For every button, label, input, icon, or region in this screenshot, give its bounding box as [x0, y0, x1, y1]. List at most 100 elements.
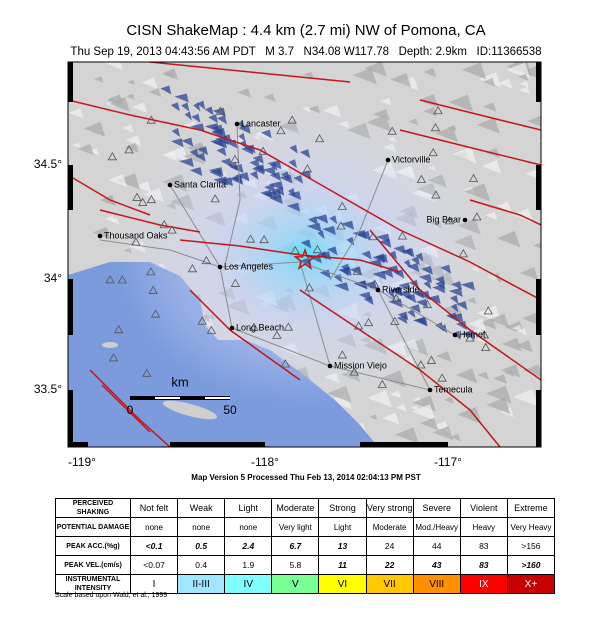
city-dot — [229, 325, 235, 331]
island — [162, 400, 218, 420]
terrain-relief — [455, 368, 478, 384]
terrain-relief — [527, 115, 541, 127]
station — [397, 231, 408, 240]
title: CISN ShakeMap : 4.4 km (2.7 mi) NW of Po… — [126, 22, 485, 39]
table-cell: none — [224, 517, 273, 537]
terrain-relief — [467, 318, 487, 331]
terrain-relief — [457, 406, 482, 424]
shaking-relief — [269, 172, 281, 182]
fault — [179, 239, 401, 273]
subtitle: Thu Sep 19, 2013 04:43:56 AM PDT M 3.7 N… — [70, 46, 541, 58]
terrain-relief — [390, 390, 402, 399]
station — [272, 330, 282, 339]
shaking-relief — [174, 93, 189, 103]
city-dot — [327, 363, 333, 369]
island — [102, 342, 118, 348]
terrain-relief — [125, 93, 135, 100]
shaking-relief — [252, 165, 265, 175]
terrain-relief — [395, 427, 419, 444]
table-cell: Light — [224, 498, 273, 518]
city-dot — [375, 287, 381, 293]
shaking-relief — [178, 158, 194, 168]
table-cell: Severe — [412, 498, 461, 518]
terrain-relief — [432, 425, 454, 441]
shaking-relief — [448, 287, 463, 297]
station — [201, 255, 212, 265]
station — [314, 133, 325, 143]
shaking-relief — [216, 115, 227, 125]
intensity-scale-table: PERCEIVED SHAKING Not felt Weak Light Modera… — [55, 498, 556, 594]
terrain-relief — [461, 62, 487, 80]
terrain-relief — [418, 93, 439, 108]
station — [483, 306, 493, 315]
station — [428, 147, 438, 157]
shaking-relief — [181, 102, 190, 112]
shaking-relief — [414, 316, 427, 326]
table-cell: >160 — [506, 555, 556, 575]
table-cell: II-III — [177, 574, 226, 594]
shaking-relief — [416, 298, 429, 308]
road — [99, 239, 456, 336]
table-cell: Very strong — [365, 498, 414, 518]
table-cell: 22 — [365, 555, 414, 575]
station — [137, 197, 148, 206]
frame-tick — [536, 390, 541, 447]
terrain-relief — [303, 71, 314, 79]
shaking-relief — [249, 159, 261, 169]
table-cell: Extreme — [506, 498, 556, 518]
station — [387, 126, 397, 135]
station — [146, 267, 156, 276]
shaking-relief — [358, 280, 368, 290]
station — [167, 225, 177, 234]
shaking-relief — [171, 128, 181, 138]
station — [390, 316, 400, 325]
table-cell: 1.9 — [224, 555, 273, 575]
terrain-relief — [382, 412, 400, 425]
city-dot — [462, 217, 468, 223]
terrain-relief — [124, 142, 139, 153]
shaking-relief — [189, 167, 203, 177]
table-cell: Mod./Heavy — [412, 517, 461, 537]
terrain-relief — [501, 364, 521, 378]
shaking-relief — [363, 296, 374, 306]
terrain-relief — [539, 145, 541, 148]
shaking-relief — [220, 158, 233, 168]
station — [363, 317, 374, 327]
terrain-relief — [519, 267, 539, 281]
table-cell: 13 — [318, 536, 367, 556]
city-dot — [385, 157, 391, 163]
table-cell: Very light — [271, 517, 320, 537]
shaking-relief — [218, 177, 234, 187]
city-label: Hemet — [459, 329, 486, 339]
shaking-relief — [208, 114, 219, 124]
shaking-relief — [181, 137, 194, 147]
terrain-relief — [501, 337, 522, 352]
station — [197, 316, 207, 325]
map-border — [67, 61, 542, 448]
shaking-relief — [418, 273, 433, 283]
processed-note: Map Version 5 Processed Thu Feb 13, 2014… — [191, 473, 421, 482]
frame-tick — [68, 390, 73, 447]
terrain-relief — [263, 93, 276, 102]
epicenter — [293, 247, 317, 270]
table-cell: none — [129, 517, 179, 537]
row-label: PEAK VEL.(cm/s) — [55, 555, 131, 575]
table-cell: 5.8 — [271, 555, 320, 575]
terrain-relief — [523, 364, 541, 378]
station — [210, 194, 220, 203]
city-label: Long Beach — [236, 322, 284, 332]
terrain-relief — [482, 77, 496, 87]
station — [142, 368, 152, 377]
city-dot — [234, 121, 240, 127]
fault — [101, 384, 151, 433]
terrain-relief — [443, 396, 454, 404]
terrain-relief — [533, 242, 541, 249]
terrain-relief — [488, 313, 510, 328]
station — [426, 355, 437, 364]
station — [259, 234, 269, 244]
shaking-relief — [269, 195, 283, 205]
fault — [99, 209, 201, 233]
terrain-relief — [476, 117, 500, 134]
shaking-relief — [372, 254, 385, 264]
